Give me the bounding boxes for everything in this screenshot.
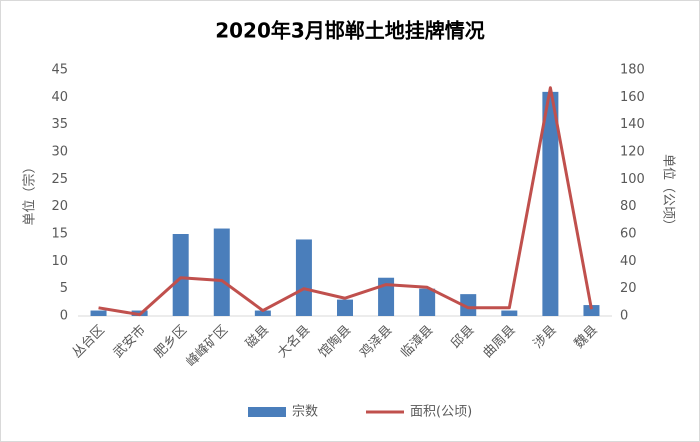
bar <box>90 310 107 316</box>
bar <box>583 305 600 316</box>
bar <box>542 91 559 316</box>
y2-tick-label: 80 <box>620 199 637 214</box>
bar <box>213 228 230 316</box>
y-tick-label: 15 <box>51 227 68 242</box>
y2-tick-label: 120 <box>620 145 645 160</box>
legend-label: 面积(公顷) <box>410 405 472 420</box>
y2-tick-label: 140 <box>620 117 645 132</box>
y2-axis-label: 单位（公顷） <box>661 154 676 232</box>
y-tick-label: 5 <box>60 281 68 296</box>
bar <box>337 299 353 316</box>
y-tick-label: 20 <box>51 199 68 214</box>
bar <box>254 310 271 316</box>
bar <box>419 288 436 316</box>
legend-swatch <box>248 407 286 417</box>
y2-tick-label: 0 <box>620 309 628 324</box>
bar <box>501 310 518 316</box>
y-tick-label: 30 <box>51 145 68 160</box>
y-tick-label: 0 <box>60 309 68 324</box>
bar <box>172 234 189 316</box>
y-axis-label: 单位（宗） <box>22 160 38 225</box>
y-tick-label: 35 <box>51 117 68 132</box>
y2-tick-label: 100 <box>620 172 645 187</box>
y-tick-label: 40 <box>51 90 68 105</box>
y2-tick-label: 40 <box>620 254 637 269</box>
y-tick-label: 45 <box>51 63 68 78</box>
line <box>98 86 593 317</box>
y2-tick-label: 60 <box>620 227 637 242</box>
y2-tick-label: 180 <box>620 63 645 78</box>
legend-label: 宗数 <box>292 404 318 420</box>
bar <box>460 294 477 316</box>
chart-title: 2020年3月邯郸土地挂牌情况 <box>215 19 485 43</box>
y-tick-label: 25 <box>51 172 68 187</box>
bar <box>295 239 312 316</box>
y-tick-label: 10 <box>51 254 68 269</box>
y2-tick-label: 20 <box>620 281 637 296</box>
y2-tick-label: 160 <box>620 90 645 105</box>
